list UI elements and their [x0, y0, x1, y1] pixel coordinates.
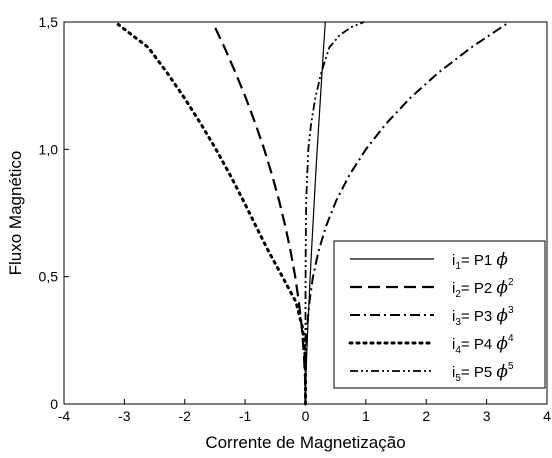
- x-tick-label: -1: [239, 408, 252, 424]
- ticks-layer: -4 -3 -2 -1 0 1 2 3 4 0 0,5 1,0 1,5: [39, 14, 552, 424]
- legend-label-1: i1= P1 ϕ: [452, 250, 508, 272]
- series-line-2: [213, 26, 307, 405]
- x-tick-label: 3: [483, 408, 491, 424]
- y-tick-label: 1,0: [39, 141, 59, 157]
- legend-label-5: i5= P5 ϕ5: [452, 361, 514, 384]
- legend-label-4: i4= P4 ϕ4: [452, 333, 514, 356]
- series-line-1: [304, 21, 326, 405]
- series-layer: [116, 21, 510, 406]
- series-line-5: [304, 21, 365, 404]
- legend-label-2: i2= P2 ϕ2: [452, 277, 514, 300]
- x-tick-label: 2: [422, 408, 430, 424]
- legend-label-3: i3= P3 ϕ3: [452, 305, 514, 328]
- x-tick-label: -2: [179, 408, 192, 424]
- x-tick-label: 1: [362, 408, 370, 424]
- series-line-3: [304, 21, 510, 405]
- x-tick-label: -3: [118, 408, 131, 424]
- y-axis-label: Fluxo Magnético: [6, 151, 25, 276]
- x-axis-label: Corrente de Magnetização: [205, 433, 405, 452]
- x-tick-label: 4: [543, 408, 551, 424]
- y-tick-label: 1,5: [39, 14, 59, 30]
- x-tick-label: -4: [58, 408, 71, 424]
- legend-box: [333, 240, 546, 389]
- series-line-4: [116, 23, 307, 406]
- legend: i1= P1 ϕ i2= P2 ϕ2 i3= P3 ϕ3 i4= P4 ϕ4 i5= P…: [333, 240, 546, 389]
- x-tick-label: 0: [302, 408, 310, 424]
- y-tick-label: 0,5: [39, 269, 59, 285]
- y-tick-label: 0: [50, 396, 58, 412]
